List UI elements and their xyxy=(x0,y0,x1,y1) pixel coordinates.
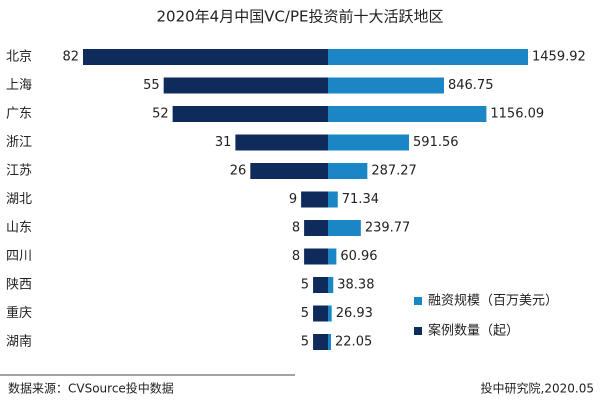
legend-swatch xyxy=(414,327,422,335)
bar xyxy=(328,248,337,265)
credit-note: 投中研究院,2020.05 xyxy=(481,381,594,396)
bar xyxy=(83,49,328,65)
bar xyxy=(328,49,528,65)
category-label: 江苏 xyxy=(6,163,32,179)
category-label: 重庆 xyxy=(6,305,32,321)
value-label: 52 xyxy=(152,107,169,122)
bar xyxy=(328,191,338,208)
bar xyxy=(328,134,410,151)
value-label: 22.05 xyxy=(335,335,372,350)
bar xyxy=(250,163,328,179)
bar xyxy=(235,134,328,151)
value-label: 31 xyxy=(215,135,232,150)
bar xyxy=(328,334,332,350)
bar xyxy=(172,106,328,122)
value-label: 60.96 xyxy=(340,249,377,264)
category-label: 北京 xyxy=(6,50,32,65)
bar xyxy=(328,163,368,179)
category-label: 上海 xyxy=(6,78,32,93)
source-note: 数据来源：CVSource投中数据 xyxy=(8,381,174,396)
value-label: 591.56 xyxy=(413,135,459,150)
value-label: 5 xyxy=(301,306,309,321)
legend-label: 案例数量（起） xyxy=(428,324,519,339)
bar xyxy=(313,334,328,350)
legend-label: 融资规模（百万美元） xyxy=(428,294,558,309)
value-label: 5 xyxy=(301,335,309,350)
value-label: 287.27 xyxy=(371,164,417,179)
bar xyxy=(304,220,328,236)
value-label: 8 xyxy=(292,249,300,264)
value-label: 846.75 xyxy=(448,78,494,93)
value-label: 9 xyxy=(289,192,297,207)
category-label: 陕西 xyxy=(6,278,32,293)
bar xyxy=(328,220,361,236)
value-label: 1459.92 xyxy=(532,50,586,65)
bar xyxy=(328,77,444,94)
value-label: 5 xyxy=(301,278,309,293)
bar xyxy=(313,277,328,293)
value-label: 71.34 xyxy=(342,192,379,207)
category-label: 广东 xyxy=(6,107,32,122)
bar xyxy=(313,305,328,322)
bar xyxy=(328,305,332,322)
bar xyxy=(304,248,328,265)
category-label: 四川 xyxy=(6,249,32,264)
value-label: 8 xyxy=(292,221,300,236)
bar xyxy=(163,77,328,94)
value-label: 26.93 xyxy=(336,306,373,321)
bar xyxy=(301,191,328,208)
value-label: 239.77 xyxy=(365,221,411,236)
category-label: 山东 xyxy=(6,221,32,236)
value-label: 55 xyxy=(143,78,160,93)
category-label: 浙江 xyxy=(6,135,32,150)
category-label: 湖北 xyxy=(6,192,32,207)
legend-swatch xyxy=(414,297,422,305)
chart-title: 2020年4月中国VC/PE投资前十大活跃地区 xyxy=(156,8,443,26)
bar xyxy=(328,106,487,122)
value-label: 82 xyxy=(62,50,79,65)
value-label: 1156.09 xyxy=(490,107,544,122)
category-label: 湖南 xyxy=(6,334,32,350)
value-label: 26 xyxy=(230,164,247,179)
bar xyxy=(328,277,334,293)
value-label: 38.38 xyxy=(337,278,374,293)
